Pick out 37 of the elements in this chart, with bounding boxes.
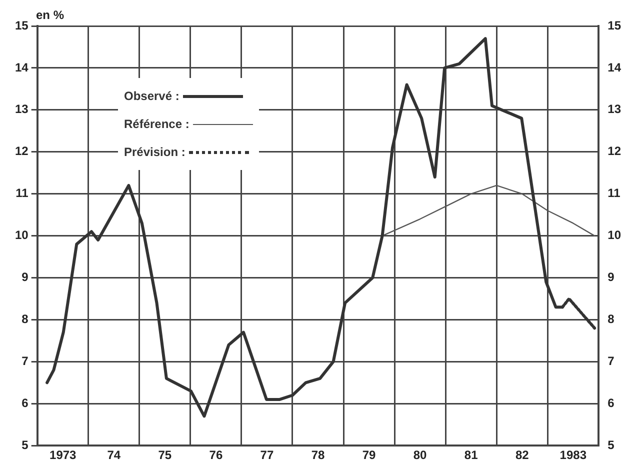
y-tick-label: 13 [14, 102, 29, 116]
y2-tick-label: 13 [608, 102, 622, 116]
x-tick-label: 82 [515, 448, 530, 462]
y-tick-label: 12 [14, 144, 29, 158]
y-tick-label: 15 [14, 18, 29, 32]
y2-tick-label: 14 [608, 60, 622, 74]
y-tick-label: 14 [14, 60, 29, 74]
x-tick-label: 77 [260, 448, 274, 462]
x-tick-label: 75 [158, 448, 172, 462]
y-tick-label: 7 [22, 354, 29, 368]
x-tick-label: 74 [107, 448, 121, 462]
y2-tick-label: 15 [608, 18, 622, 32]
y2-tick-label: 8 [608, 312, 615, 326]
y2-tick-label: 9 [608, 270, 615, 284]
x-tick-label: 76 [209, 448, 223, 462]
y-axis-title: en % [36, 8, 64, 22]
x-tick-label: 1973 [50, 448, 77, 462]
y-tick-label: 8 [22, 312, 29, 326]
y-tick-label: 6 [22, 396, 29, 410]
y-tick-label: 5 [22, 438, 29, 452]
x-tick-label: 78 [311, 448, 325, 462]
y2-tick-label: 10 [608, 228, 622, 242]
x-tick-label: 1983 [560, 448, 587, 462]
legend-label: Référence : [124, 117, 190, 131]
x-tick-label: 79 [362, 448, 376, 462]
y-tick-label: 11 [16, 186, 29, 200]
y2-tick-label: 5 [608, 438, 615, 452]
y2-tick-label: 12 [608, 144, 622, 158]
y-tick-label: 9 [22, 270, 29, 284]
y2-tick-label: 6 [608, 396, 615, 410]
x-tick-label: 80 [413, 448, 428, 462]
y2-tick-label: 7 [608, 354, 615, 368]
y-tick-label: 10 [14, 228, 29, 242]
legend-label: Observé : [124, 89, 180, 103]
legend-label: Prévision : [124, 145, 186, 159]
x-tick-label: 81 [464, 448, 478, 462]
y2-tick-label: 11 [608, 186, 621, 200]
